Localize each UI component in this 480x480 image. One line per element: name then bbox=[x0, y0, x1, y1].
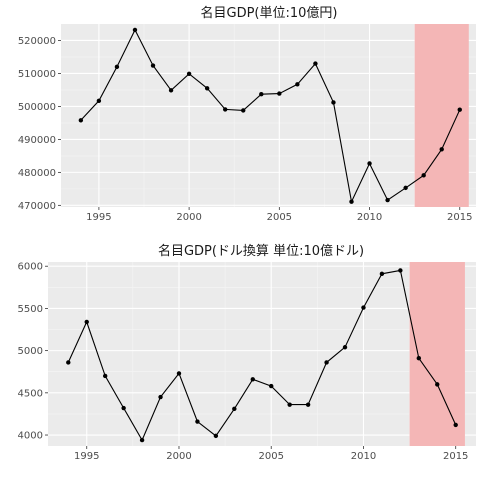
data-point bbox=[305, 402, 311, 407]
data-point bbox=[435, 382, 440, 387]
x-tick-label: 2000 bbox=[166, 451, 191, 462]
data-point bbox=[342, 345, 348, 350]
chart-2-x-ticks: 1995 2000 2005 2010 2015 bbox=[74, 446, 468, 462]
data-point bbox=[361, 305, 366, 310]
data-point bbox=[84, 319, 89, 325]
data-point bbox=[78, 118, 84, 123]
data-point bbox=[176, 371, 182, 376]
chart-1: 名目GDP(単位:10億円) 470000 480000 490000 500000 5… bbox=[18, 5, 476, 223]
data-point bbox=[287, 402, 292, 407]
data-point bbox=[421, 173, 426, 178]
data-point bbox=[457, 107, 462, 112]
chart-2-title: 名目GDP(ドル換算 単位:10億ドル) bbox=[158, 243, 364, 259]
chart-2-gridlines bbox=[48, 262, 476, 446]
y-tick-label: 5000 bbox=[18, 346, 43, 357]
data-point bbox=[232, 406, 237, 412]
x-tick-label: 2000 bbox=[176, 212, 201, 223]
chart-1-x-ticks: 1995 2000 2005 2010 2015 bbox=[86, 207, 472, 223]
data-point bbox=[213, 433, 219, 439]
data-point bbox=[96, 98, 102, 104]
x-tick-label: 2010 bbox=[351, 451, 376, 462]
data-point bbox=[453, 422, 458, 428]
data-point bbox=[379, 271, 385, 277]
chart-1-highlight-band bbox=[414, 24, 469, 207]
data-point bbox=[403, 185, 408, 191]
x-tick-label: 2010 bbox=[357, 212, 382, 223]
data-point bbox=[416, 356, 422, 361]
y-tick-label: 480000 bbox=[18, 168, 56, 179]
chart-2-series-line bbox=[67, 269, 457, 442]
data-point bbox=[398, 268, 403, 273]
chart-1-series-line bbox=[80, 28, 461, 204]
data-point bbox=[195, 419, 200, 424]
data-point bbox=[222, 107, 228, 112]
data-point bbox=[367, 161, 372, 166]
data-point bbox=[241, 108, 246, 113]
chart-1-panel bbox=[61, 24, 476, 207]
data-point bbox=[331, 100, 336, 105]
y-tick-label: 520000 bbox=[18, 36, 56, 47]
x-tick-label: 2005 bbox=[267, 212, 292, 223]
chart-2-y-ticks: 4000 4500 5000 5500 6000 bbox=[18, 262, 48, 442]
y-tick-label: 470000 bbox=[18, 201, 56, 212]
y-tick-label: 510000 bbox=[18, 69, 56, 80]
y-tick-label: 4000 bbox=[18, 431, 43, 442]
data-point bbox=[132, 27, 138, 33]
chart-1-points bbox=[78, 27, 462, 204]
data-point bbox=[295, 82, 300, 87]
data-point bbox=[349, 199, 354, 204]
chart-2-highlight-band bbox=[409, 262, 465, 446]
data-point bbox=[269, 383, 274, 389]
y-tick-label: 5500 bbox=[18, 304, 43, 315]
data-point bbox=[204, 86, 210, 91]
data-point bbox=[168, 88, 174, 93]
data-point bbox=[439, 147, 444, 152]
chart-2-points bbox=[66, 268, 458, 443]
data-point bbox=[139, 437, 145, 443]
data-point bbox=[277, 91, 282, 96]
chart-1-gridlines bbox=[61, 24, 476, 207]
chart-1-title: 名目GDP(単位:10億円) bbox=[201, 5, 338, 21]
data-point bbox=[186, 71, 192, 76]
data-point bbox=[385, 197, 390, 203]
x-tick-label: 2005 bbox=[258, 451, 283, 462]
data-point bbox=[259, 92, 264, 97]
chart-1-y-ticks: 470000 480000 490000 500000 510000 520000 bbox=[18, 36, 61, 212]
chart-2: 名目GDP(ドル換算 単位:10億ドル) 4000 4500 5000 5500 600… bbox=[18, 243, 476, 462]
data-point bbox=[114, 64, 120, 70]
x-tick-label: 1995 bbox=[86, 212, 111, 223]
data-point bbox=[324, 360, 329, 365]
y-tick-label: 490000 bbox=[18, 135, 56, 146]
data-point bbox=[313, 61, 318, 66]
data-point bbox=[250, 377, 255, 382]
data-point bbox=[66, 360, 71, 365]
y-tick-label: 500000 bbox=[18, 102, 56, 113]
y-tick-label: 6000 bbox=[18, 262, 43, 273]
data-point bbox=[158, 394, 163, 400]
data-point bbox=[150, 63, 156, 68]
data-point bbox=[102, 373, 108, 379]
x-tick-label: 1995 bbox=[74, 451, 99, 462]
y-tick-label: 4500 bbox=[18, 388, 43, 399]
x-tick-label: 2015 bbox=[447, 212, 472, 223]
data-point bbox=[121, 405, 126, 411]
x-tick-label: 2015 bbox=[443, 451, 468, 462]
